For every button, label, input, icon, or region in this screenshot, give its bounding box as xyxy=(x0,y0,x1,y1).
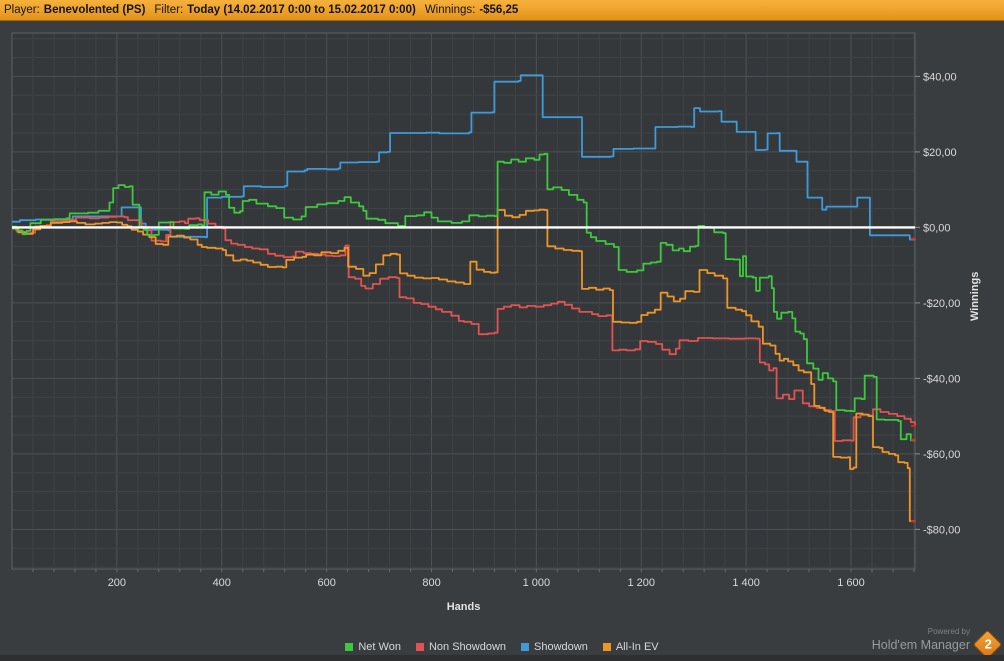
y-tick-label: -$80,00 xyxy=(923,524,960,536)
powered-by-text: Powered by xyxy=(927,627,970,636)
x-tick-label: 1 400 xyxy=(732,577,760,589)
legend-label: Showdown xyxy=(534,640,588,653)
y-tick-label: -$40,00 xyxy=(923,373,960,385)
y-tick-label: -$60,00 xyxy=(923,449,960,461)
x-tick-label: 800 xyxy=(422,577,440,589)
legend-swatch-icon xyxy=(602,642,611,651)
x-axis-title: Hands xyxy=(447,601,481,613)
player-label: Player: xyxy=(4,4,40,16)
plot-area xyxy=(12,33,915,569)
legend-label: Non Showdown xyxy=(428,640,507,653)
bottom-edge xyxy=(0,655,1004,661)
legend-swatch-icon xyxy=(521,642,530,651)
winnings-label: Winnings: xyxy=(424,4,476,16)
winnings-value: -$56,25 xyxy=(479,4,519,16)
legend-item-showdown[interactable]: Showdown xyxy=(521,641,588,653)
legend-item-net-won[interactable]: Net Won xyxy=(345,641,401,653)
y-tick-label: $20,00 xyxy=(923,147,957,159)
series-all-in-ev xyxy=(12,208,916,523)
legend-item-all-in-ev[interactable]: All-In EV xyxy=(602,640,659,653)
chart-legend: Net Won Non Showdown Showdown All-In EV xyxy=(0,638,1004,655)
legend-swatch-icon xyxy=(345,642,354,651)
y-tick-label: -$20,00 xyxy=(923,298,960,310)
x-tick-label: 1 000 xyxy=(523,577,551,589)
legend-label: Net Won xyxy=(358,640,401,653)
powered-by-block: Powered by Hold'em Manager xyxy=(872,628,970,652)
y-tick-label: $0,00 xyxy=(923,222,951,234)
y-axis-title: Winnings xyxy=(969,272,981,321)
x-tick-label: 1 200 xyxy=(628,577,656,589)
legend-label: All-In EV xyxy=(615,640,659,653)
filter-label: Filter: xyxy=(154,4,184,16)
gridlines xyxy=(12,33,915,572)
series-showdown xyxy=(12,74,916,241)
brand-text: Hold'em Manager xyxy=(871,638,970,652)
filter-value: Today (14.02.2017 0:00 to 15.02.2017 0:0… xyxy=(187,4,416,16)
player-filter-bar: Player: Benevolented (PS) Filter: Today … xyxy=(0,0,1004,21)
x-tick-label: 200 xyxy=(108,577,126,589)
player-value: Benevolented (PS) xyxy=(43,4,146,16)
x-axis: 200 400 600 800 1 000 1 200 1 400 1 600 xyxy=(108,577,865,589)
y-axis: $40,00 $20,00 $0,00 -$20,00 -$40,00 -$60,00 -$… xyxy=(915,71,960,536)
x-tick-label: 600 xyxy=(317,577,335,589)
legend-item-non-showdown[interactable]: Non Showdown xyxy=(415,640,507,653)
x-tick-label: 1 600 xyxy=(837,577,865,589)
legend-swatch-icon xyxy=(415,642,424,651)
y-tick-label: $40,00 xyxy=(923,71,957,83)
plot-frame xyxy=(11,32,916,570)
x-tick-label: 400 xyxy=(213,577,231,589)
